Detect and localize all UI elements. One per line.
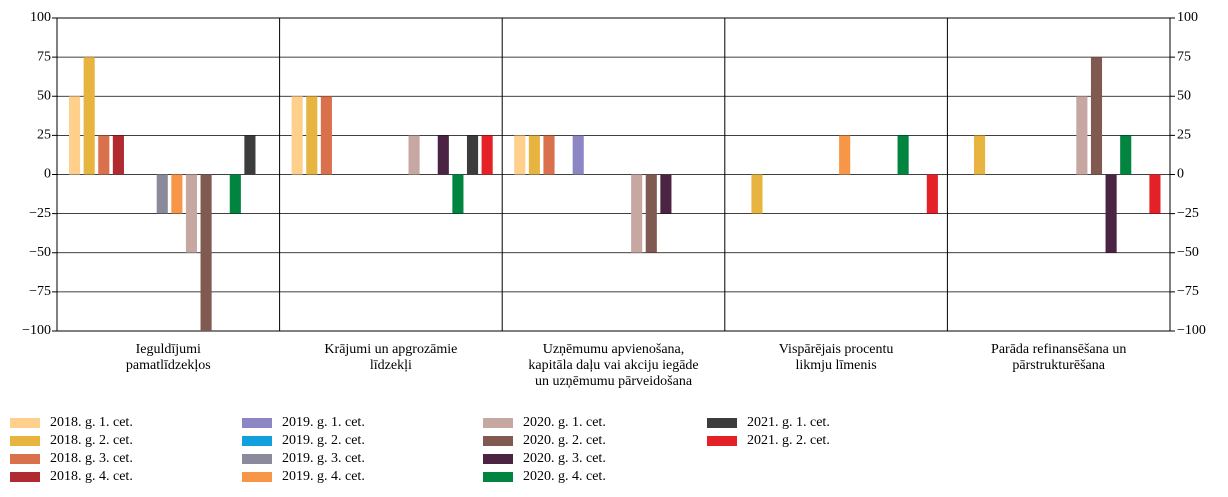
bar — [98, 135, 110, 175]
bar — [660, 174, 672, 214]
bar — [171, 174, 183, 214]
plot-frame — [56, 17, 1171, 332]
bar — [306, 96, 318, 175]
bar — [645, 174, 657, 253]
x-tick-label-line: un uzņēmumu pārveidošana — [535, 374, 693, 389]
legend-label: 2021. g. 1. cet. — [747, 415, 830, 430]
legend-label: 2020. g. 1. cet. — [523, 415, 606, 430]
x-tick-label-line: kapitāla daļu vai akciju iegāde — [528, 358, 698, 373]
bar — [751, 174, 763, 214]
x-tick-label: Krājumi un apgrozāmie līdzekļi — [324, 342, 457, 373]
legend-label: 2019. g. 3. cet. — [282, 451, 365, 466]
bar — [481, 135, 493, 175]
bar — [112, 135, 124, 175]
y2-tick-label: 75 — [1177, 49, 1191, 64]
x-tick-label: Ieguldījumi pamatlīdzekļos — [126, 342, 211, 373]
bar — [839, 135, 851, 175]
bar — [69, 96, 81, 175]
bar — [1090, 57, 1103, 175]
bar — [1120, 135, 1132, 175]
legend-swatch — [483, 472, 513, 482]
legend-label: 2021. g. 2. cet. — [747, 433, 830, 448]
y-tick-label: −50 — [29, 245, 51, 260]
bar — [291, 96, 303, 175]
y2-tick-label: −75 — [1177, 284, 1199, 299]
y2-tick-label: 25 — [1177, 128, 1191, 143]
legend-label: 2020. g. 4. cet. — [523, 469, 606, 484]
y-tick-label: 75 — [37, 49, 51, 64]
x-tick-label-line: likmju līmenis — [795, 358, 876, 373]
bar — [1149, 174, 1161, 214]
legend-swatch — [10, 454, 40, 464]
legend-swatch — [707, 436, 737, 446]
legend-swatch — [242, 418, 272, 428]
legend-label: 2019. g. 1. cet. — [282, 415, 365, 430]
bar — [156, 174, 168, 214]
y2-tick-label: 100 — [1177, 10, 1198, 25]
y-tick-label: 100 — [30, 10, 51, 25]
bar — [185, 174, 198, 253]
legend-label: 2020. g. 2. cet. — [523, 433, 606, 448]
legend-swatch — [483, 436, 513, 446]
legend-label: 2020. g. 3. cet. — [523, 451, 606, 466]
legend-swatch — [242, 436, 272, 446]
x-tick-label-line: pamatlīdzekļos — [126, 358, 211, 373]
bar — [543, 135, 555, 175]
y-tick-label: 25 — [37, 128, 51, 143]
y-tick-label: −100 — [22, 323, 51, 338]
y-tick-label: 50 — [37, 88, 51, 103]
x-tick-label-line: pārstrukturēšana — [1012, 358, 1105, 373]
x-tick-label: Parāda refinansēšana un pārstrukturēšana — [991, 342, 1126, 373]
y2-tick-label: −25 — [1177, 206, 1199, 221]
bar — [572, 135, 584, 175]
legend-swatch — [707, 418, 737, 428]
legend-swatch — [483, 454, 513, 464]
bar — [452, 174, 464, 214]
bar — [631, 174, 643, 253]
legend-swatch — [242, 454, 272, 464]
bar — [1076, 96, 1088, 175]
legend-label: 2018. g. 2. cet. — [50, 433, 133, 448]
y2-tick-label: −100 — [1177, 323, 1206, 338]
bar — [244, 135, 256, 175]
x-tick-label-line: Vispārējais procentu — [779, 342, 894, 357]
legend-swatch — [10, 472, 40, 482]
bar — [437, 135, 449, 175]
y-tick-label: 0 — [44, 167, 51, 182]
x-tick-label: Uzņēmumu apvienošana, kapitāla daļu vai a… — [528, 342, 698, 389]
x-tick-label-line: Uzņēmumu apvienošana, — [543, 342, 685, 357]
bar — [466, 135, 479, 175]
y2-tick-label: −50 — [1177, 245, 1199, 260]
y2-tick-label: 0 — [1177, 167, 1184, 182]
bar — [514, 135, 526, 175]
legend-label: 2018. g. 1. cet. — [50, 415, 133, 430]
legend-label: 2018. g. 4. cet. — [50, 469, 133, 484]
bar — [408, 135, 420, 175]
bar — [320, 96, 332, 175]
legend-swatch — [483, 418, 513, 428]
legend-label: 2019. g. 2. cet. — [282, 433, 365, 448]
x-tick-label: Vispārējais procentu likmju līmenis — [779, 342, 894, 373]
bar — [974, 135, 986, 175]
bar — [528, 135, 540, 175]
legend-label: 2018. g. 3. cet. — [50, 451, 133, 466]
x-tick-label-line: līdzekļi — [370, 358, 412, 373]
x-tick-label-line: Parāda refinansēšana un — [991, 342, 1126, 357]
x-tick-label-line: Krājumi un apgrozāmie — [324, 342, 457, 357]
bar — [200, 174, 212, 331]
x-tick-label-line: Ieguldījumi — [136, 342, 201, 357]
legend-swatch — [242, 472, 272, 482]
bar — [897, 135, 909, 175]
y2-tick-label: 50 — [1177, 88, 1191, 103]
bar — [926, 174, 938, 214]
bar — [1105, 174, 1117, 253]
y-tick-label: −75 — [29, 284, 51, 299]
bar — [229, 174, 241, 214]
bar — [83, 57, 95, 175]
y-tick-label: −25 — [29, 206, 51, 221]
legend-swatch — [10, 436, 40, 446]
legend-label: 2019. g. 4. cet. — [282, 469, 365, 484]
legend-swatch — [10, 418, 40, 428]
